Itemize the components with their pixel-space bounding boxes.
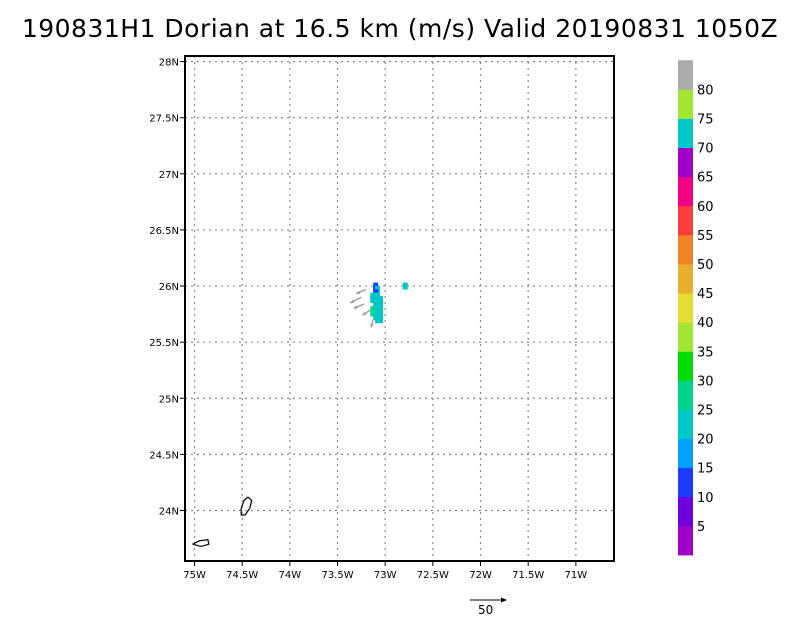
colorbar-segment	[678, 234, 693, 265]
grid-lines	[185, 56, 614, 561]
colorbar-segment	[678, 264, 693, 294]
reference-vector-label: 50	[478, 603, 493, 617]
lon-tick-label: 74W	[279, 570, 302, 581]
colorbar-label: 25	[697, 404, 714, 419]
wind-vector-head	[356, 290, 361, 294]
colorbar-segment	[678, 322, 693, 352]
wind-cell	[402, 282, 408, 290]
lat-tick-label: 24N	[159, 507, 179, 518]
lat-tick-label: 27N	[159, 170, 179, 181]
wind-vector-head	[353, 305, 358, 309]
wind-vector-head	[370, 323, 374, 328]
colorbar: 5 10 15 20 25 30 35 40 45 50 55 60 65 70 75 80	[678, 60, 714, 556]
colorbar-segment	[678, 525, 693, 556]
colorbar-segment	[678, 380, 693, 410]
colorbar-label: 5	[697, 520, 705, 535]
colorbar-segment	[678, 176, 693, 207]
colorbar-label: 50	[697, 258, 714, 273]
lon-tick-label: 74.5W	[226, 570, 258, 581]
colorbar-segment	[678, 496, 693, 527]
colorbar-label: 60	[697, 200, 714, 215]
chart-title: 190831H1 Dorian at 16.5 km (m/s) Valid 2…	[21, 14, 779, 43]
wind-cell	[370, 309, 376, 317]
colorbar-segment	[678, 205, 693, 236]
lon-tick-label: 71W	[565, 570, 588, 581]
colorbar-label: 70	[697, 142, 714, 157]
wind-cell	[375, 316, 381, 324]
lat-tick-label: 26.5N	[149, 226, 179, 237]
wind-cell	[370, 296, 376, 303]
wind-cell	[377, 316, 383, 324]
colorbar-segment	[678, 409, 693, 439]
wind-vectors	[349, 288, 375, 328]
lat-tick-label: 25.5N	[149, 338, 179, 349]
reference-vector: 50	[470, 597, 507, 617]
colorbar-segment	[678, 293, 693, 323]
colorbar-segment	[678, 89, 693, 119]
lon-tick-label: 73.5W	[321, 570, 353, 581]
colorbar-label: 35	[697, 345, 714, 360]
colorbar-label: 15	[697, 462, 714, 477]
map-frame	[184, 55, 615, 562]
colorbar-label: 10	[697, 491, 714, 506]
colorbar-segment	[678, 351, 693, 381]
lat-tick-label: 25N	[159, 394, 179, 405]
lat-tick-label: 28N	[159, 58, 179, 69]
colorbar-label: 20	[697, 433, 714, 448]
lat-tick-label: 24.5N	[149, 450, 179, 461]
coastlines	[192, 496, 253, 548]
colorbar-segment	[678, 60, 693, 90]
colorbar-label: 45	[697, 287, 714, 302]
lon-tick-label: 75W	[183, 570, 206, 581]
lon-tick-label: 73W	[374, 570, 397, 581]
axis-ticks: 75W 74.5W 74W 73.5W 73W 72.5W 72W 71.5W 71W 24N 24…	[149, 58, 587, 581]
colorbar-segment	[678, 147, 693, 178]
colorbar-label: 30	[697, 374, 714, 389]
colorbar-segment	[678, 467, 693, 498]
wind-vector-head	[350, 299, 355, 303]
colorbar-segment	[678, 118, 693, 148]
lat-tick-label: 26N	[159, 282, 179, 293]
coastline	[192, 539, 210, 548]
colorbar-label: 80	[697, 83, 714, 98]
reference-vector-arrowhead	[501, 597, 507, 603]
wind-vector-head	[362, 311, 367, 316]
colorbar-segment	[678, 438, 693, 469]
lon-tick-label: 72.5W	[417, 570, 449, 581]
lon-tick-label: 72W	[469, 570, 492, 581]
colorbar-label: 65	[697, 171, 714, 186]
colorbar-label: 75	[697, 113, 714, 128]
colorbar-label: 55	[697, 229, 714, 244]
colorbar-label: 40	[697, 316, 714, 331]
coastline	[240, 496, 253, 516]
wind-speed-field	[370, 282, 408, 324]
lat-tick-label: 27.5N	[149, 114, 179, 125]
lon-tick-label: 71.5W	[512, 570, 544, 581]
